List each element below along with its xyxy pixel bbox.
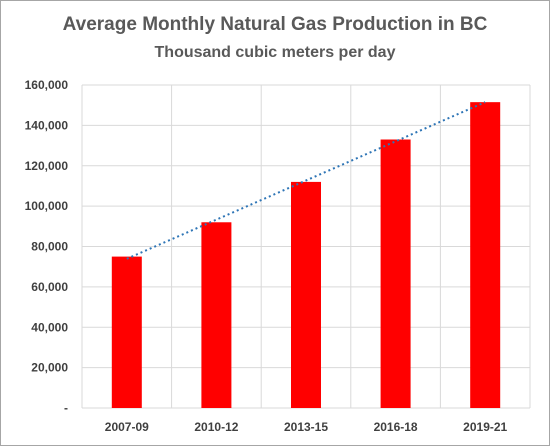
y-tick-label: 140,000 xyxy=(25,118,69,132)
x-axis: 2007-09 2010-12 2013-15 2016-18 2019-21 xyxy=(105,420,508,434)
bar-2013-15 xyxy=(291,181,321,408)
x-tick-label: 2007-09 xyxy=(105,420,149,434)
y-tick-label: 60,000 xyxy=(31,280,68,294)
y-tick-label: 20,000 xyxy=(31,361,68,375)
x-tick-label: 2013-15 xyxy=(284,420,328,434)
bar-2010-12 xyxy=(201,222,232,408)
x-tick-label: 2010-12 xyxy=(194,420,238,434)
trendline xyxy=(126,101,486,260)
x-tick-label: 2016-18 xyxy=(374,420,418,434)
y-tick-label: 100,000 xyxy=(25,199,69,213)
bar-2019-21 xyxy=(470,102,501,409)
y-tick-label: - xyxy=(64,401,68,415)
y-tick-label: 80,000 xyxy=(31,240,68,254)
y-axis: - 20,000 40,000 60,000 80,000 100,000 120,000 1… xyxy=(25,78,69,415)
bar-2007-09 xyxy=(111,256,142,408)
x-tick-label: 2019-21 xyxy=(463,420,507,434)
chart-title: Average Monthly Natural Gas Production i… xyxy=(62,14,488,35)
chart-subtitle: Thousand cubic meters per day xyxy=(154,44,396,61)
y-tick-label: 160,000 xyxy=(25,78,69,92)
trendline-group xyxy=(126,101,486,260)
bar-2016-18 xyxy=(380,139,411,408)
bars xyxy=(111,102,501,409)
y-tick-label: 40,000 xyxy=(31,320,68,334)
y-tick-label: 120,000 xyxy=(25,159,69,173)
